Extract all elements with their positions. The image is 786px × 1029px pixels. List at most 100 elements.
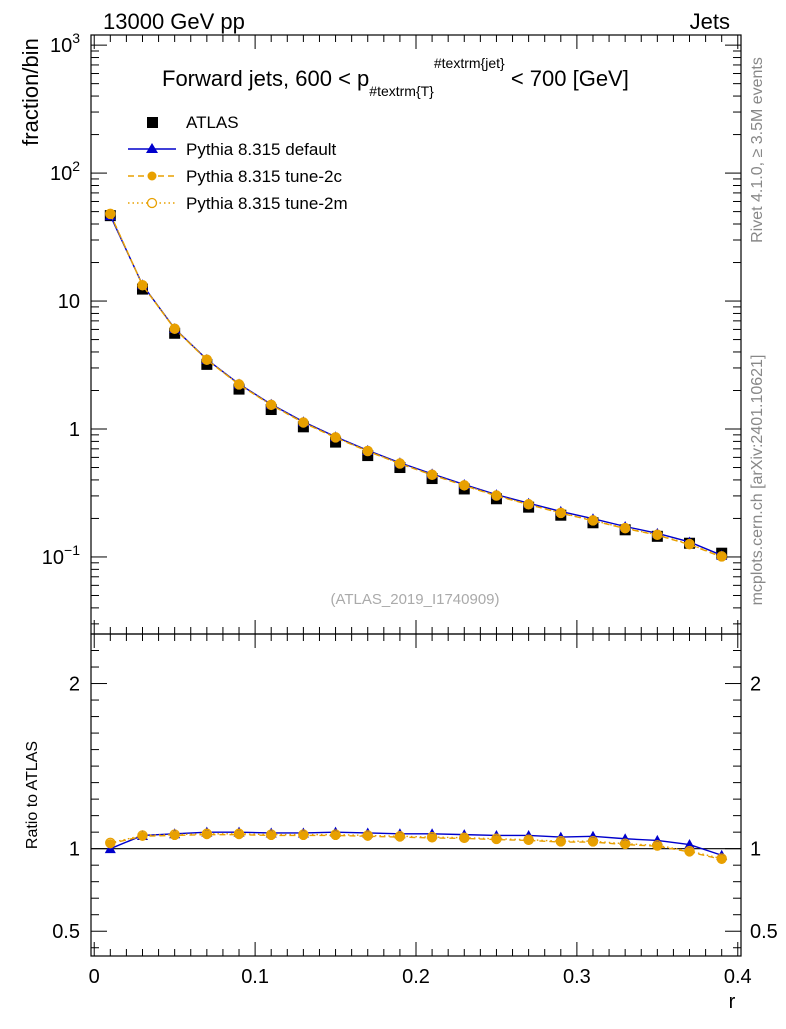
point-tune-2m — [684, 538, 695, 550]
ratio-point-default — [587, 830, 599, 841]
tick-exponent: 2 — [72, 158, 80, 174]
title-subscript: #textrm{T} — [369, 83, 434, 99]
main-y-tick-label: 1 — [69, 419, 80, 441]
legend-label-tune-2m: Pythia 8.315 tune-2m — [186, 194, 348, 213]
main-y-tick-label: 102 — [50, 158, 80, 185]
point-tune-2m — [169, 323, 180, 334]
x-tick-label: 0.3 — [563, 966, 591, 988]
ratio-point-default — [619, 833, 631, 844]
legend-marker-tune-2m — [146, 197, 158, 209]
point-tune-2m — [265, 399, 277, 411]
point-tune-2c — [556, 508, 566, 518]
legend-entry-tune-2c: Pythia 8.315 tune-2c — [128, 167, 342, 186]
point-tune-2m — [330, 432, 341, 443]
point-tune-2m — [105, 208, 116, 220]
ratio-point-tune-2m — [459, 832, 470, 844]
ratio-point-tune-2c — [556, 837, 566, 847]
ratio-point-default — [651, 834, 663, 845]
series-line-default — [109, 215, 722, 556]
ratio-point-default — [684, 839, 696, 850]
ratio-point-tune-2c — [491, 834, 502, 845]
point-tune-2c — [459, 481, 469, 491]
point-tune-2m — [587, 515, 599, 526]
header-energy: 13000 GeV pp — [103, 9, 245, 34]
point-tune-2m — [523, 499, 534, 510]
ratio-point-tune-2c — [234, 830, 244, 840]
title-prefix: Forward jets, 600 < p — [162, 66, 369, 91]
x-tick-label: 0.2 — [402, 966, 430, 988]
ratio-point-tune-2m — [137, 830, 148, 841]
tick-exponent: 3 — [72, 30, 80, 46]
ratio-point-tune-2c — [652, 841, 662, 851]
point-tune-2m — [619, 522, 631, 534]
ratio-point-tune-2c — [105, 839, 115, 849]
ratio-point-tune-2m — [362, 830, 373, 841]
point-tune-2m — [459, 480, 470, 491]
ratio-point-tune-2m — [491, 833, 502, 845]
point-tune-2c — [330, 433, 341, 443]
legend-marker-default — [146, 143, 158, 153]
ratio-y-tick-label-left: 2 — [69, 674, 80, 696]
source-label: mcplots.cern.ch [arXiv:2401.10621] — [749, 355, 766, 606]
main-y-axis-label: fraction/bin — [18, 38, 43, 146]
ratio-point-tune-2m — [201, 828, 213, 840]
tick-base: 10 — [42, 547, 64, 569]
x-tick-label: 0 — [89, 966, 100, 988]
point-tune-2c — [620, 523, 630, 534]
point-tune-2m — [716, 551, 727, 562]
ratio-point-tune-2m — [716, 853, 727, 864]
tick-base: 10 — [50, 163, 72, 185]
ratio-point-tune-2m — [619, 838, 631, 849]
header-process: Jets — [690, 9, 730, 34]
point-tune-2m — [137, 279, 148, 291]
ratio-point-tune-2c — [266, 830, 276, 841]
ratio-line-tune-2c — [110, 833, 722, 861]
ratio-point-tune-2c — [330, 830, 341, 841]
legend-label-default: Pythia 8.315 default — [186, 140, 337, 159]
legend-entry-atlas: ATLAS — [147, 113, 239, 132]
ratio-point-tune-2c — [588, 837, 598, 847]
point-tune-2m — [426, 469, 438, 481]
x-tick-label: 0.4 — [724, 966, 752, 988]
ratio-point-tune-2c — [395, 832, 405, 842]
x-axis-label: r — [729, 991, 736, 1013]
ratio-point-tune-2c — [170, 830, 180, 841]
title-suffix: < 700 [GeV] — [505, 66, 629, 91]
ratio-point-tune-2m — [523, 834, 534, 845]
point-tune-2c — [105, 209, 115, 219]
ratio-point-tune-2m — [426, 831, 438, 843]
legend-label-atlas: ATLAS — [186, 113, 239, 132]
point-tune-2m — [555, 507, 567, 519]
series-line-tune-2c — [109, 213, 722, 558]
main-y-tick-label: 103 — [50, 30, 80, 57]
ratio-plot-frame — [90, 633, 742, 957]
ratio-y-tick-label-right: 1 — [750, 839, 761, 861]
x-tick-label: 0.1 — [241, 966, 269, 988]
ratio-point-tune-2m — [265, 829, 277, 840]
series-line-tune-2m — [109, 213, 722, 558]
ratio-point-tune-2c — [684, 847, 695, 857]
point-tune-2m — [298, 417, 309, 428]
point-tune-2m — [362, 445, 373, 457]
ratio-point-tune-2m — [587, 835, 599, 847]
point-tune-2c — [652, 530, 662, 540]
ratio-point-tune-2m — [169, 829, 180, 840]
legend-entry-default: Pythia 8.315 default — [128, 140, 337, 159]
ratio-y-tick-label-left: 0.5 — [52, 921, 80, 943]
point-tune-2c — [717, 552, 727, 562]
point-tune-2c — [363, 446, 373, 456]
point-tune-2m — [394, 458, 406, 469]
point-tune-2m — [652, 529, 663, 541]
ratio-point-tune-2c — [202, 830, 212, 840]
title-superscript: #textrm{jet} — [434, 55, 505, 71]
ratio-point-tune-2m — [105, 837, 116, 849]
ratio-point-tune-2c — [620, 839, 630, 850]
tick-base: 10 — [50, 35, 72, 57]
point-tune-2m — [201, 354, 213, 365]
ratio-y-tick-label-right: 2 — [750, 674, 761, 696]
rivet-version-label: Rivet 4.1.0, ≥ 3.5M events — [749, 57, 766, 243]
ratio-point-tune-2c — [459, 833, 469, 844]
ratio-point-tune-2c — [363, 831, 373, 841]
